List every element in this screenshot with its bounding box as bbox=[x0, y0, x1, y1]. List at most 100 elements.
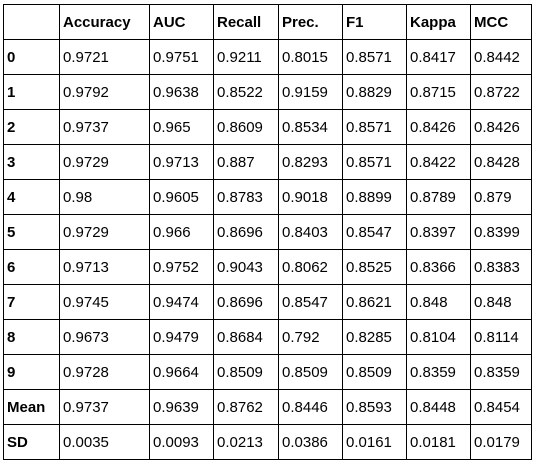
table-cell: 0.98 bbox=[59, 179, 150, 215]
table-row: 0 0.9721 0.9751 0.9211 0.8015 0.8571 0.8417 0.8… bbox=[3, 39, 532, 75]
table-cell: 0.8428 bbox=[470, 144, 532, 180]
table-header: Accuracy AUC Recall Prec. F1 Kappa MCC bbox=[3, 4, 532, 40]
table-cell: 0.9728 bbox=[59, 354, 150, 390]
table-cell: 0.9729 bbox=[59, 214, 150, 250]
table-cell: 0.9479 bbox=[149, 319, 214, 355]
table-cell: 0.9713 bbox=[149, 144, 214, 180]
table-cell: 0.9713 bbox=[59, 249, 150, 285]
table-cell: 0.965 bbox=[149, 109, 214, 145]
table-cell: 0.8454 bbox=[470, 389, 532, 425]
table-cell: 0.8397 bbox=[406, 214, 471, 250]
row-label: 1 bbox=[3, 74, 60, 110]
table-cell: 0.0035 bbox=[59, 424, 150, 460]
row-label: 3 bbox=[3, 144, 60, 180]
corner-cell bbox=[3, 4, 60, 40]
column-header-auc: AUC bbox=[149, 4, 214, 40]
row-label: 8 bbox=[3, 319, 60, 355]
table-cell: 0.8426 bbox=[470, 109, 532, 145]
table-cell: 0.8366 bbox=[406, 249, 471, 285]
table-cell: 0.8285 bbox=[342, 319, 407, 355]
table-cell: 0.8062 bbox=[278, 249, 343, 285]
row-label: 9 bbox=[3, 354, 60, 390]
table-cell: 0.8571 bbox=[342, 39, 407, 75]
table-cell: 0.8783 bbox=[213, 179, 279, 215]
table-cell: 0.8293 bbox=[278, 144, 343, 180]
cross-validation-results-table: Accuracy AUC Recall Prec. F1 Kappa MCC 0 0.9721… bbox=[3, 4, 532, 460]
table-cell: 0.8399 bbox=[470, 214, 532, 250]
table-row: 4 0.98 0.9605 0.8783 0.9018 0.8899 0.8789 0.879 bbox=[3, 179, 532, 215]
table-cell: 0.9639 bbox=[149, 389, 214, 425]
table-cell: 0.9729 bbox=[59, 144, 150, 180]
table-cell: 0.8829 bbox=[342, 74, 407, 110]
table-cell: 0.9673 bbox=[59, 319, 150, 355]
table-cell: 0.8446 bbox=[278, 389, 343, 425]
table-cell: 0.8448 bbox=[406, 389, 471, 425]
table-cell: 0.0181 bbox=[406, 424, 471, 460]
header-row: Accuracy AUC Recall Prec. F1 Kappa MCC bbox=[3, 4, 532, 40]
column-header-f1: F1 bbox=[342, 4, 407, 40]
table-cell: 0.966 bbox=[149, 214, 214, 250]
table-cell: 0.8571 bbox=[342, 144, 407, 180]
table-cell: 0.9792 bbox=[59, 74, 150, 110]
table-cell: 0.879 bbox=[470, 179, 532, 215]
table-body: 0 0.9721 0.9751 0.9211 0.8015 0.8571 0.8417 0.8… bbox=[3, 39, 532, 460]
column-header-kappa: Kappa bbox=[406, 4, 471, 40]
table-row: 3 0.9729 0.9713 0.887 0.8293 0.8571 0.8422 0.84… bbox=[3, 144, 532, 180]
table-cell: 0.9721 bbox=[59, 39, 150, 75]
row-label: 4 bbox=[3, 179, 60, 215]
table-cell: 0.8422 bbox=[406, 144, 471, 180]
column-header-accuracy: Accuracy bbox=[59, 4, 150, 40]
table-cell: 0.8509 bbox=[213, 354, 279, 390]
table-cell: 0.8547 bbox=[278, 284, 343, 320]
table-cell: 0.9751 bbox=[149, 39, 214, 75]
table-cell: 0.8015 bbox=[278, 39, 343, 75]
table-cell: 0.8696 bbox=[213, 214, 279, 250]
table-cell: 0.792 bbox=[278, 319, 343, 355]
table-cell: 0.8104 bbox=[406, 319, 471, 355]
table-cell: 0.8722 bbox=[470, 74, 532, 110]
row-label: 5 bbox=[3, 214, 60, 250]
table-cell: 0.8571 bbox=[342, 109, 407, 145]
row-label: SD bbox=[3, 424, 60, 460]
table-cell: 0.8426 bbox=[406, 109, 471, 145]
table-cell: 0.8383 bbox=[470, 249, 532, 285]
table-cell: 0.8621 bbox=[342, 284, 407, 320]
table-cell: 0.8509 bbox=[342, 354, 407, 390]
table-row: 1 0.9792 0.9638 0.8522 0.9159 0.8829 0.8715 0.8… bbox=[3, 74, 532, 110]
table-row: 7 0.9745 0.9474 0.8696 0.8547 0.8621 0.848 0.84… bbox=[3, 284, 532, 320]
row-label: 7 bbox=[3, 284, 60, 320]
table-cell: 0.8696 bbox=[213, 284, 279, 320]
table-cell: 0.9664 bbox=[149, 354, 214, 390]
column-header-mcc: MCC bbox=[470, 4, 532, 40]
table-cell: 0.8403 bbox=[278, 214, 343, 250]
table-cell: 0.848 bbox=[470, 284, 532, 320]
table-cell: 0.0386 bbox=[278, 424, 343, 460]
table-cell: 0.8522 bbox=[213, 74, 279, 110]
table-cell: 0.9159 bbox=[278, 74, 343, 110]
table-cell: 0.8534 bbox=[278, 109, 343, 145]
table-cell: 0.8359 bbox=[470, 354, 532, 390]
table-cell: 0.9605 bbox=[149, 179, 214, 215]
table-cell: 0.8789 bbox=[406, 179, 471, 215]
table-cell: 0.848 bbox=[406, 284, 471, 320]
table-cell: 0.8359 bbox=[406, 354, 471, 390]
table-cell: 0.9752 bbox=[149, 249, 214, 285]
table-cell: 0.9018 bbox=[278, 179, 343, 215]
table-cell: 0.9638 bbox=[149, 74, 214, 110]
table-cell: 0.8609 bbox=[213, 109, 279, 145]
row-label: 0 bbox=[3, 39, 60, 75]
table-cell: 0.9737 bbox=[59, 389, 150, 425]
table-row: Mean 0.9737 0.9639 0.8762 0.8446 0.8593 0.8448… bbox=[3, 389, 532, 425]
table-row: 2 0.9737 0.965 0.8609 0.8534 0.8571 0.8426 0.84… bbox=[3, 109, 532, 145]
table-cell: 0.8899 bbox=[342, 179, 407, 215]
row-label: Mean bbox=[3, 389, 60, 425]
table-row: 8 0.9673 0.9479 0.8684 0.792 0.8285 0.8104 0.81… bbox=[3, 319, 532, 355]
table-cell: 0.0179 bbox=[470, 424, 532, 460]
table-cell: 0.8593 bbox=[342, 389, 407, 425]
table-cell: 0.0161 bbox=[342, 424, 407, 460]
table-cell: 0.8715 bbox=[406, 74, 471, 110]
row-label: 6 bbox=[3, 249, 60, 285]
table-row: 6 0.9713 0.9752 0.9043 0.8062 0.8525 0.8366 0.8… bbox=[3, 249, 532, 285]
table-cell: 0.9745 bbox=[59, 284, 150, 320]
table-cell: 0.0093 bbox=[149, 424, 214, 460]
